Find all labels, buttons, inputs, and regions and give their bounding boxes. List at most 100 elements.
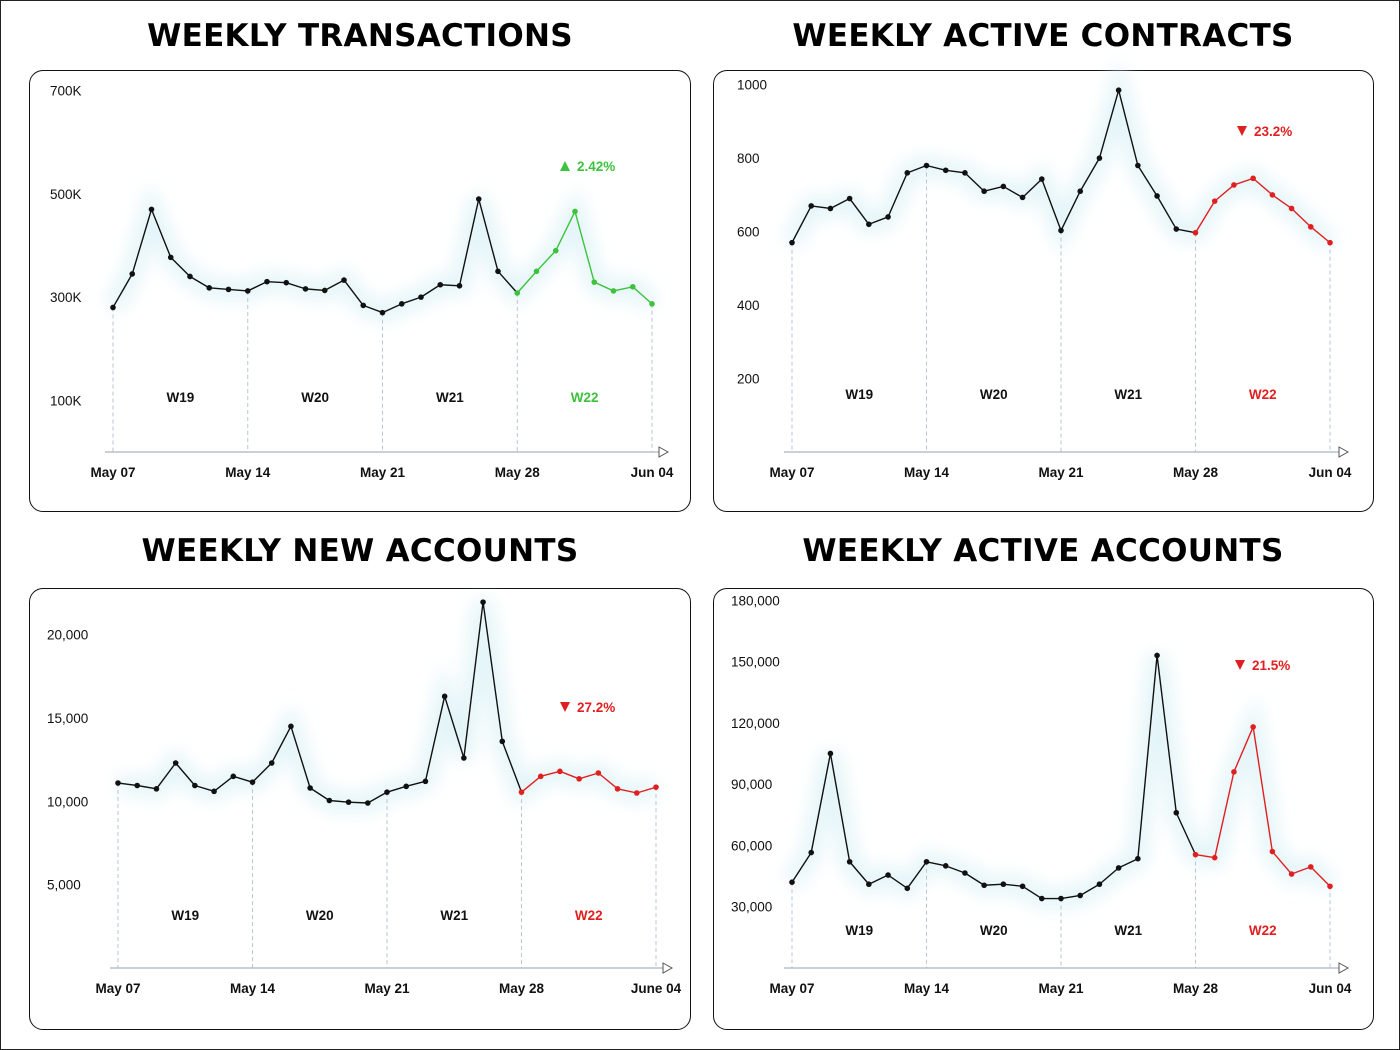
data-point: [437, 281, 444, 288]
data-point: [923, 858, 930, 865]
y-tick-label: 1000: [737, 78, 767, 93]
data-point: [307, 785, 313, 791]
data-point: [789, 879, 795, 885]
x-tick-label: May 28: [499, 981, 545, 996]
data-point: [1192, 851, 1199, 858]
data-point: [288, 723, 294, 730]
data-point: [1250, 175, 1256, 182]
x-tick-label: June 04: [631, 981, 682, 996]
data-point: [1115, 865, 1122, 871]
data-point: [942, 863, 949, 869]
week-label: W22: [1249, 923, 1277, 938]
week-label: W21: [1114, 923, 1142, 938]
data-point: [326, 797, 333, 804]
data-point: [1154, 652, 1160, 659]
data-point: [1058, 895, 1064, 902]
data-point: [557, 768, 563, 775]
series-line: [117, 601, 523, 804]
data-point: [942, 167, 949, 174]
series-line-highlight: [516, 210, 653, 305]
data-point: [962, 870, 968, 876]
data-point: [384, 789, 390, 795]
series-line-highlight: [1195, 726, 1331, 887]
data-point: [1115, 87, 1122, 94]
data-point: [167, 254, 174, 261]
data-point: [364, 800, 371, 806]
x-tick-label: May 14: [904, 981, 950, 996]
data-point: [518, 789, 525, 795]
data-point: [321, 287, 328, 294]
line-glow: [784, 55, 1336, 254]
data-point: [885, 214, 891, 220]
x-tick-label: Jun 04: [1309, 465, 1352, 480]
data-point: [866, 221, 872, 228]
data-point: [1269, 192, 1276, 198]
series-line: [791, 654, 1197, 900]
data-point: [885, 872, 891, 878]
data-point: [514, 290, 521, 296]
data-point: [456, 282, 463, 289]
data-point: [808, 849, 815, 856]
y-tick-label: 120,000: [731, 716, 780, 731]
data-point: [1077, 188, 1084, 195]
data-point: [808, 203, 815, 209]
week-label: W22: [571, 390, 599, 405]
data-point: [418, 294, 424, 300]
x-tick-label: Jun 04: [631, 465, 674, 480]
data-point: [302, 286, 309, 292]
data-point: [1231, 182, 1237, 188]
y-tick-label: 60,000: [731, 838, 772, 853]
data-point: [1192, 229, 1199, 236]
data-point: [846, 195, 853, 202]
data-point: [341, 277, 347, 283]
y-tick-label: 10,000: [47, 794, 88, 809]
data-point: [1135, 855, 1141, 862]
data-point: [1096, 155, 1103, 161]
data-point: [591, 279, 598, 285]
x-tick-label: May 07: [95, 981, 140, 996]
x-axis-arrow: [658, 446, 670, 458]
y-tick-label: 600: [737, 225, 760, 240]
data-point: [1154, 193, 1160, 199]
series-line: [791, 89, 1196, 243]
data-point: [379, 309, 386, 316]
x-tick-label: May 07: [90, 465, 135, 480]
data-point: [1019, 194, 1026, 201]
data-point: [153, 786, 160, 792]
data-point: [653, 784, 659, 790]
week-label: W19: [166, 390, 194, 405]
data-point: [649, 301, 655, 307]
week-label: W20: [980, 923, 1008, 938]
x-tick-label: May 21: [1038, 465, 1084, 480]
data-point: [475, 196, 482, 202]
week-label: W20: [980, 387, 1008, 402]
data-point: [789, 239, 795, 246]
x-tick-label: May 21: [364, 981, 410, 996]
chart-title-active-contracts: WEEKLY ACTIVE CONTRACTS: [792, 18, 1294, 54]
data-point: [422, 778, 429, 785]
data-point: [187, 273, 193, 280]
line-glow: [784, 654, 1337, 908]
y-tick-label: 180,000: [731, 593, 780, 608]
y-tick-label: 100K: [50, 393, 82, 408]
y-tick-label: 800: [737, 151, 760, 166]
data-point: [1077, 892, 1084, 899]
data-point: [962, 170, 968, 176]
series-line-highlight: [1194, 177, 1331, 244]
line-glow: [116, 600, 659, 813]
series-line: [112, 198, 518, 314]
x-tick-label: May 21: [1038, 981, 1084, 996]
data-point: [441, 693, 448, 700]
data-point: [264, 278, 270, 285]
data-point: [866, 881, 872, 888]
data-point: [610, 288, 617, 294]
data-point: [345, 799, 352, 805]
data-point: [904, 885, 911, 892]
week-label: W22: [575, 908, 603, 923]
data-point: [981, 188, 987, 195]
data-point: [1019, 883, 1026, 890]
x-axis-arrow: [1338, 962, 1350, 974]
data-point: [1327, 239, 1333, 246]
series-line-highlight: [521, 770, 657, 794]
data-point: [1038, 176, 1045, 182]
